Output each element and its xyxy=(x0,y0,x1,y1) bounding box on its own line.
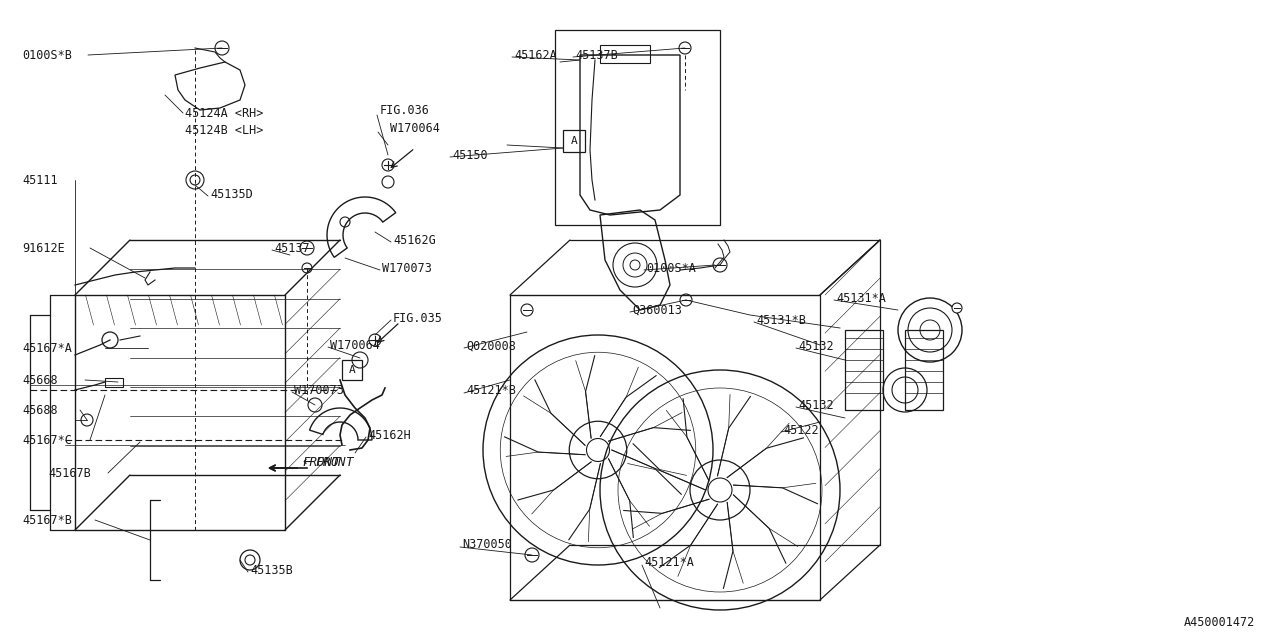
Text: 45162G: 45162G xyxy=(393,234,435,246)
Text: W170073: W170073 xyxy=(294,383,344,397)
Text: 45162H: 45162H xyxy=(369,429,411,442)
Text: 45137B: 45137B xyxy=(575,49,618,61)
Bar xyxy=(105,378,123,387)
Text: W170064: W170064 xyxy=(330,339,380,351)
Text: Q360013: Q360013 xyxy=(632,303,682,317)
Text: 45122: 45122 xyxy=(783,424,819,436)
Text: A: A xyxy=(348,365,356,375)
Circle shape xyxy=(713,258,727,272)
Text: 45131*B: 45131*B xyxy=(756,314,806,326)
Text: 45137: 45137 xyxy=(274,241,310,255)
Bar xyxy=(342,360,362,380)
Text: 45132: 45132 xyxy=(797,399,833,412)
Text: 45111: 45111 xyxy=(22,173,58,186)
Text: FIG.035: FIG.035 xyxy=(393,312,443,324)
Text: FIG.036: FIG.036 xyxy=(380,104,430,116)
Text: 45167*C: 45167*C xyxy=(22,433,72,447)
Text: 0100S*B: 0100S*B xyxy=(22,49,72,61)
Text: W170064: W170064 xyxy=(390,122,440,134)
Text: 45162A: 45162A xyxy=(515,49,557,61)
Circle shape xyxy=(525,548,539,562)
Text: 45167*A: 45167*A xyxy=(22,342,72,355)
Text: Q020008: Q020008 xyxy=(466,339,516,353)
Text: FRONT: FRONT xyxy=(302,456,339,468)
Text: 45135D: 45135D xyxy=(210,188,252,200)
Text: 45131*A: 45131*A xyxy=(836,291,886,305)
Circle shape xyxy=(302,263,312,273)
Circle shape xyxy=(381,159,394,171)
Text: 45688: 45688 xyxy=(22,403,58,417)
Bar xyxy=(563,130,585,152)
Text: 45124B <LH>: 45124B <LH> xyxy=(186,124,264,136)
Bar xyxy=(600,45,650,63)
Text: 0100S*A: 0100S*A xyxy=(646,262,696,275)
Circle shape xyxy=(952,303,963,313)
Text: 45124A <RH>: 45124A <RH> xyxy=(186,106,264,120)
Text: A: A xyxy=(571,136,577,146)
Text: A450001472: A450001472 xyxy=(1184,616,1254,628)
Text: N370050: N370050 xyxy=(462,538,512,552)
Text: 45668: 45668 xyxy=(22,374,58,387)
Circle shape xyxy=(678,42,691,54)
Circle shape xyxy=(369,334,381,346)
Text: 45150: 45150 xyxy=(452,148,488,161)
Circle shape xyxy=(680,294,692,306)
Text: 45167*B: 45167*B xyxy=(22,513,72,527)
Text: 45132: 45132 xyxy=(797,339,833,353)
Text: 45167B: 45167B xyxy=(49,467,91,479)
Text: 45121*A: 45121*A xyxy=(644,556,694,568)
Bar xyxy=(845,330,883,410)
Circle shape xyxy=(215,41,229,55)
Text: $\leftarrow$FRONT: $\leftarrow$FRONT xyxy=(300,456,356,468)
Bar xyxy=(905,330,943,410)
Circle shape xyxy=(521,304,532,316)
Text: 91612E: 91612E xyxy=(22,241,65,255)
Bar xyxy=(556,30,719,225)
Circle shape xyxy=(300,241,314,255)
Text: W170073: W170073 xyxy=(381,262,431,275)
Text: 45135B: 45135B xyxy=(250,563,293,577)
Text: 45121*B: 45121*B xyxy=(466,383,516,397)
